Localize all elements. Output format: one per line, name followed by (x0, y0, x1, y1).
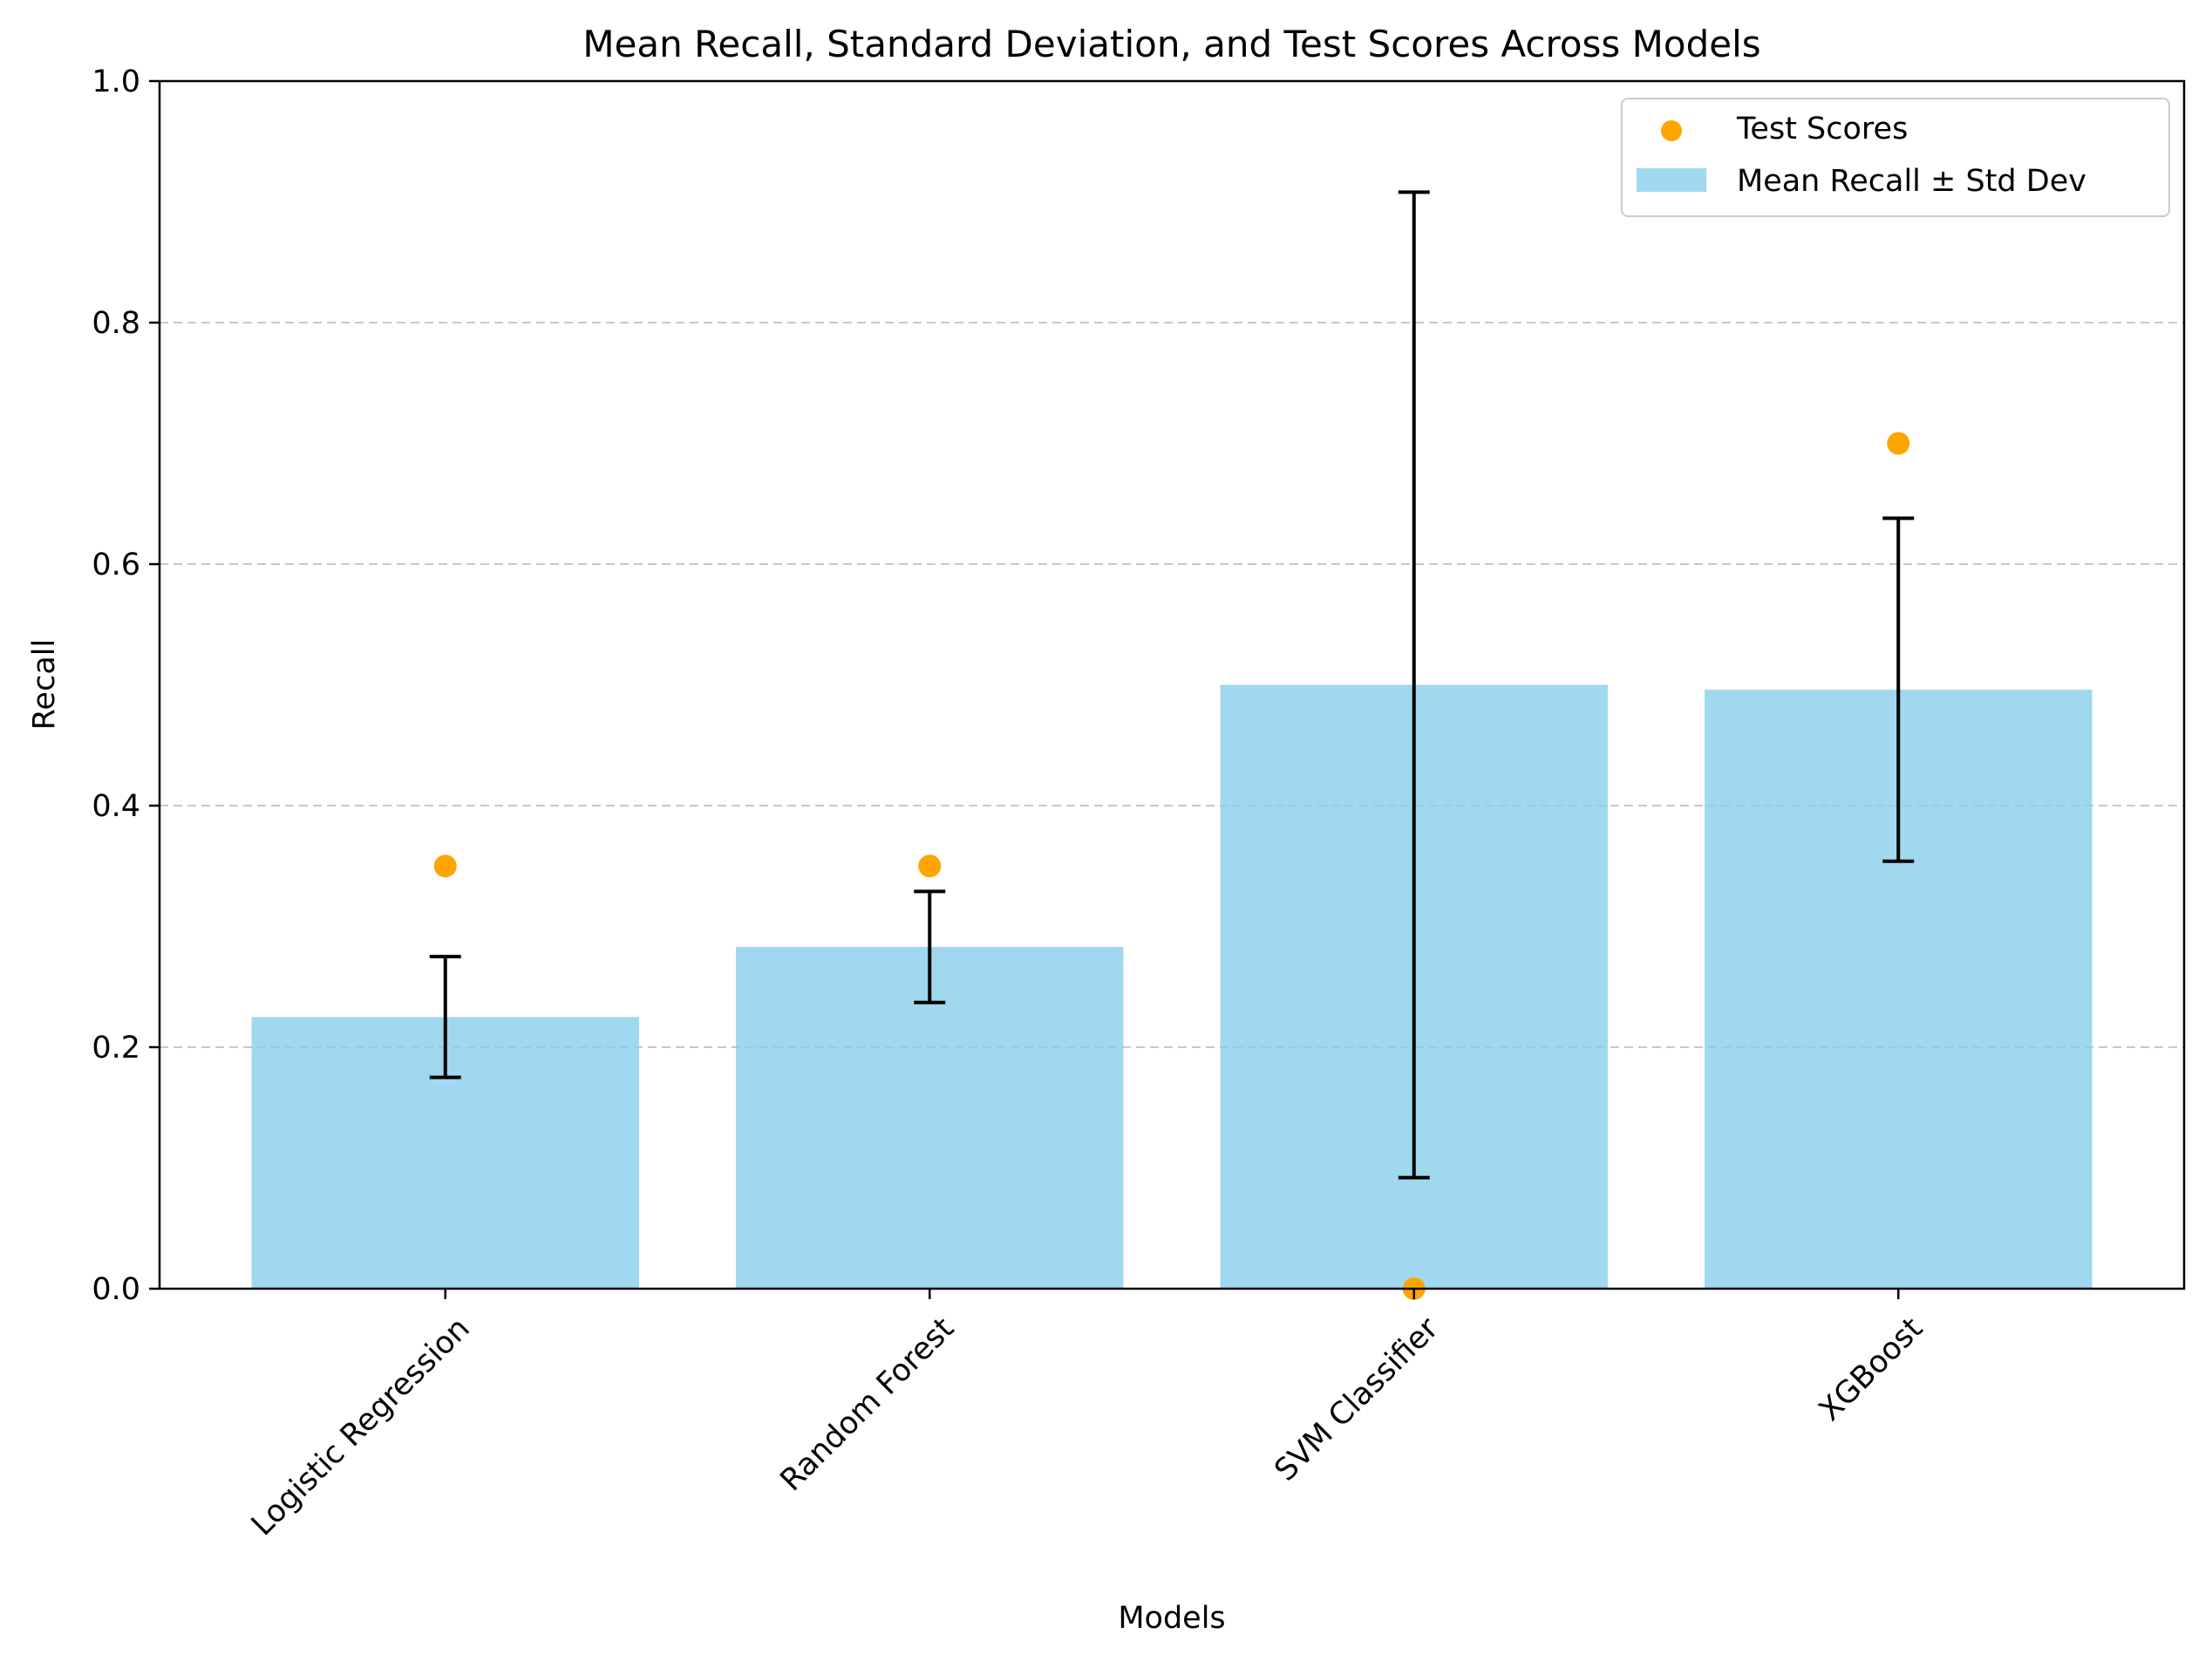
y-tick-label-3: 0.6 (92, 548, 140, 582)
legend-frame (1621, 98, 2170, 217)
error-bar-3 (1882, 516, 1915, 863)
legend-mean-recall-swatch (1637, 168, 1706, 192)
error-bar-0 (429, 955, 461, 1079)
y-tick-label-4: 0.8 (92, 306, 140, 341)
plot-frame (158, 79, 2186, 1290)
y-axis-ticks: 0.0 0.2 0.4 0.6 0.8 1.0 (92, 65, 160, 1307)
y-tick-label-1: 0.2 (92, 1031, 140, 1065)
legend: Test Scores Mean Recall ± Std Dev (1621, 98, 2170, 217)
chart-title: Mean Recall, Standard Deviation, and Tes… (582, 23, 1760, 65)
test-score-point-0 (433, 854, 457, 878)
y-tick-label-2: 0.4 (92, 789, 140, 824)
test-score-point-1 (918, 854, 942, 878)
error-bar-1 (914, 889, 946, 1004)
y-tick-label-5: 1.0 (92, 65, 140, 99)
y-axis-label: Recall (27, 639, 62, 730)
test-score-point-3 (1887, 432, 1910, 455)
legend-mean-recall-label: Mean Recall ± Std Dev (1737, 164, 2086, 199)
legend-test-scores-marker (1661, 120, 1682, 141)
error-bars (429, 190, 1915, 1180)
x-axis-label: Models (1118, 1601, 1225, 1636)
y-tick-label-0: 0.0 (92, 1272, 140, 1307)
legend-test-scores-label: Test Scores (1736, 112, 1908, 146)
error-bar-2 (1398, 190, 1430, 1180)
